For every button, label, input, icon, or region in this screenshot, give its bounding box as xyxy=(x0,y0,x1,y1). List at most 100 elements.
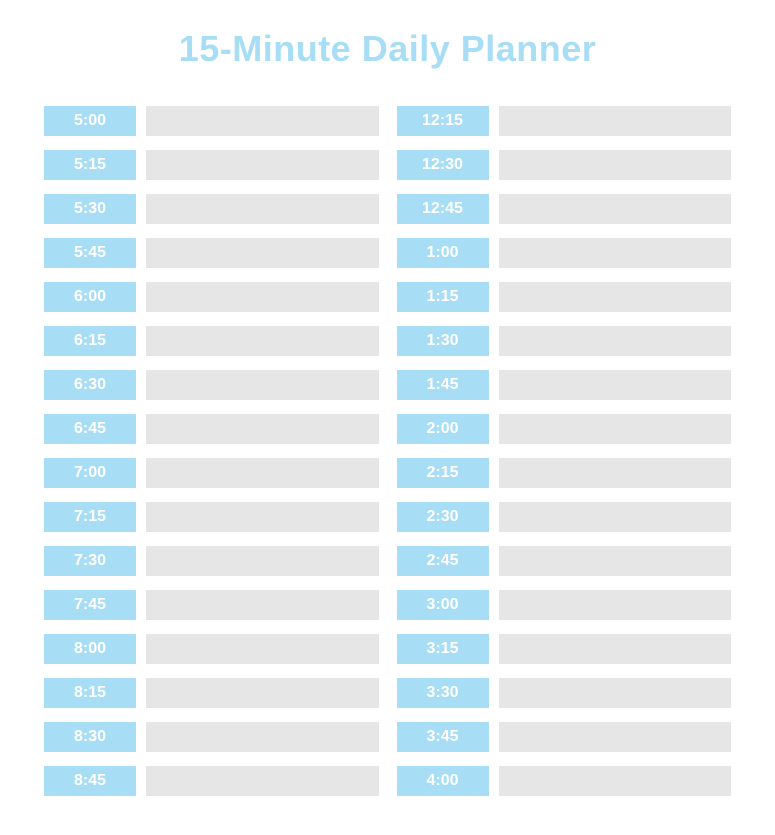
planner-row: 7:15 xyxy=(44,502,379,532)
entry-cell[interactable] xyxy=(146,546,379,576)
planner-page: 15-Minute Daily Planner 5:00 5:15 5:30 5:45… xyxy=(0,0,775,796)
planner-row: 6:45 xyxy=(44,414,379,444)
time-label: 3:00 xyxy=(397,590,489,620)
entry-cell[interactable] xyxy=(499,326,732,356)
planner-row: 1:15 xyxy=(397,282,732,312)
time-label: 1:45 xyxy=(397,370,489,400)
time-label: 8:30 xyxy=(44,722,136,752)
entry-cell[interactable] xyxy=(499,502,732,532)
planner-column-left: 5:00 5:15 5:30 5:45 6:00 6:15 6:30 6:45 7:00 7:15… xyxy=(44,106,379,796)
entry-cell[interactable] xyxy=(499,678,732,708)
time-label: 2:15 xyxy=(397,458,489,488)
time-label: 7:00 xyxy=(44,458,136,488)
entry-cell[interactable] xyxy=(499,238,732,268)
entry-cell[interactable] xyxy=(146,766,379,796)
entry-cell[interactable] xyxy=(499,634,732,664)
entry-cell[interactable] xyxy=(499,414,732,444)
planner-row: 5:15 xyxy=(44,150,379,180)
entry-cell[interactable] xyxy=(499,722,732,752)
time-label: 8:00 xyxy=(44,634,136,664)
planner-row: 1:00 xyxy=(397,238,732,268)
entry-cell[interactable] xyxy=(146,678,379,708)
time-label: 7:45 xyxy=(44,590,136,620)
planner-row: 2:30 xyxy=(397,502,732,532)
entry-cell[interactable] xyxy=(499,370,732,400)
entry-cell[interactable] xyxy=(499,106,732,136)
entry-cell[interactable] xyxy=(499,546,732,576)
planner-row: 1:30 xyxy=(397,326,732,356)
time-label: 5:30 xyxy=(44,194,136,224)
planner-row: 8:45 xyxy=(44,766,379,796)
entry-cell[interactable] xyxy=(146,502,379,532)
time-label: 8:15 xyxy=(44,678,136,708)
planner-row: 5:00 xyxy=(44,106,379,136)
entry-cell[interactable] xyxy=(146,150,379,180)
planner-row: 3:15 xyxy=(397,634,732,664)
entry-cell[interactable] xyxy=(146,238,379,268)
planner-row: 2:45 xyxy=(397,546,732,576)
planner-row: 3:00 xyxy=(397,590,732,620)
time-label: 6:30 xyxy=(44,370,136,400)
page-title: 15-Minute Daily Planner xyxy=(44,28,731,70)
time-label: 7:15 xyxy=(44,502,136,532)
planner-row: 7:30 xyxy=(44,546,379,576)
entry-cell[interactable] xyxy=(146,722,379,752)
planner-columns: 5:00 5:15 5:30 5:45 6:00 6:15 6:30 6:45 7:00 7:15… xyxy=(44,106,731,796)
planner-row: 8:00 xyxy=(44,634,379,664)
planner-row: 5:45 xyxy=(44,238,379,268)
entry-cell[interactable] xyxy=(146,282,379,312)
time-label: 1:30 xyxy=(397,326,489,356)
time-label: 3:15 xyxy=(397,634,489,664)
planner-row: 3:30 xyxy=(397,678,732,708)
planner-row: 1:45 xyxy=(397,370,732,400)
planner-row: 8:30 xyxy=(44,722,379,752)
entry-cell[interactable] xyxy=(146,590,379,620)
entry-cell[interactable] xyxy=(146,458,379,488)
time-label: 1:15 xyxy=(397,282,489,312)
entry-cell[interactable] xyxy=(146,106,379,136)
time-label: 12:45 xyxy=(397,194,489,224)
time-label: 3:45 xyxy=(397,722,489,752)
time-label: 8:45 xyxy=(44,766,136,796)
entry-cell[interactable] xyxy=(499,194,732,224)
planner-row: 12:45 xyxy=(397,194,732,224)
entry-cell[interactable] xyxy=(499,458,732,488)
entry-cell[interactable] xyxy=(146,326,379,356)
entry-cell[interactable] xyxy=(146,370,379,400)
entry-cell[interactable] xyxy=(146,194,379,224)
time-label: 2:45 xyxy=(397,546,489,576)
planner-row: 6:00 xyxy=(44,282,379,312)
planner-row: 4:00 xyxy=(397,766,732,796)
time-label: 2:00 xyxy=(397,414,489,444)
time-label: 2:30 xyxy=(397,502,489,532)
planner-row: 5:30 xyxy=(44,194,379,224)
time-label: 6:15 xyxy=(44,326,136,356)
time-label: 4:00 xyxy=(397,766,489,796)
time-label: 12:30 xyxy=(397,150,489,180)
planner-row: 6:30 xyxy=(44,370,379,400)
planner-row: 2:15 xyxy=(397,458,732,488)
entry-cell[interactable] xyxy=(499,282,732,312)
time-label: 5:45 xyxy=(44,238,136,268)
time-label: 1:00 xyxy=(397,238,489,268)
entry-cell[interactable] xyxy=(146,414,379,444)
time-label: 5:00 xyxy=(44,106,136,136)
entry-cell[interactable] xyxy=(146,634,379,664)
planner-row: 12:15 xyxy=(397,106,732,136)
time-label: 5:15 xyxy=(44,150,136,180)
planner-row: 7:45 xyxy=(44,590,379,620)
entry-cell[interactable] xyxy=(499,766,732,796)
entry-cell[interactable] xyxy=(499,150,732,180)
time-label: 6:45 xyxy=(44,414,136,444)
planner-row: 6:15 xyxy=(44,326,379,356)
entry-cell[interactable] xyxy=(499,590,732,620)
planner-row: 7:00 xyxy=(44,458,379,488)
time-label: 3:30 xyxy=(397,678,489,708)
planner-row: 2:00 xyxy=(397,414,732,444)
time-label: 7:30 xyxy=(44,546,136,576)
planner-row: 3:45 xyxy=(397,722,732,752)
planner-row: 12:30 xyxy=(397,150,732,180)
time-label: 12:15 xyxy=(397,106,489,136)
planner-row: 8:15 xyxy=(44,678,379,708)
planner-column-right: 12:15 12:30 12:45 1:00 1:15 1:30 1:45 2:00 2:15 2… xyxy=(397,106,732,796)
